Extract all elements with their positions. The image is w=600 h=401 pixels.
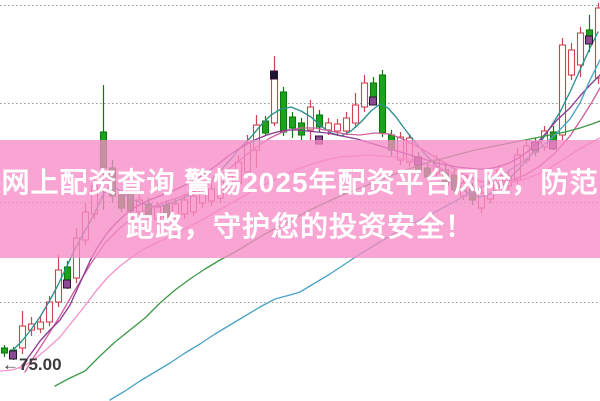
banner-text-line2: 跑路，守护您的投资安全！ — [125, 211, 474, 242]
banner-text-line1: 网上配资查询 警惕2025年配资平台风险，防范 — [1, 167, 599, 198]
warning-banner: 网上配资查询 警惕2025年配资平台风险，防范 跑路，守护您的投资安全！ — [0, 140, 600, 258]
price-arrow-label: ←75.00 — [2, 355, 62, 374]
